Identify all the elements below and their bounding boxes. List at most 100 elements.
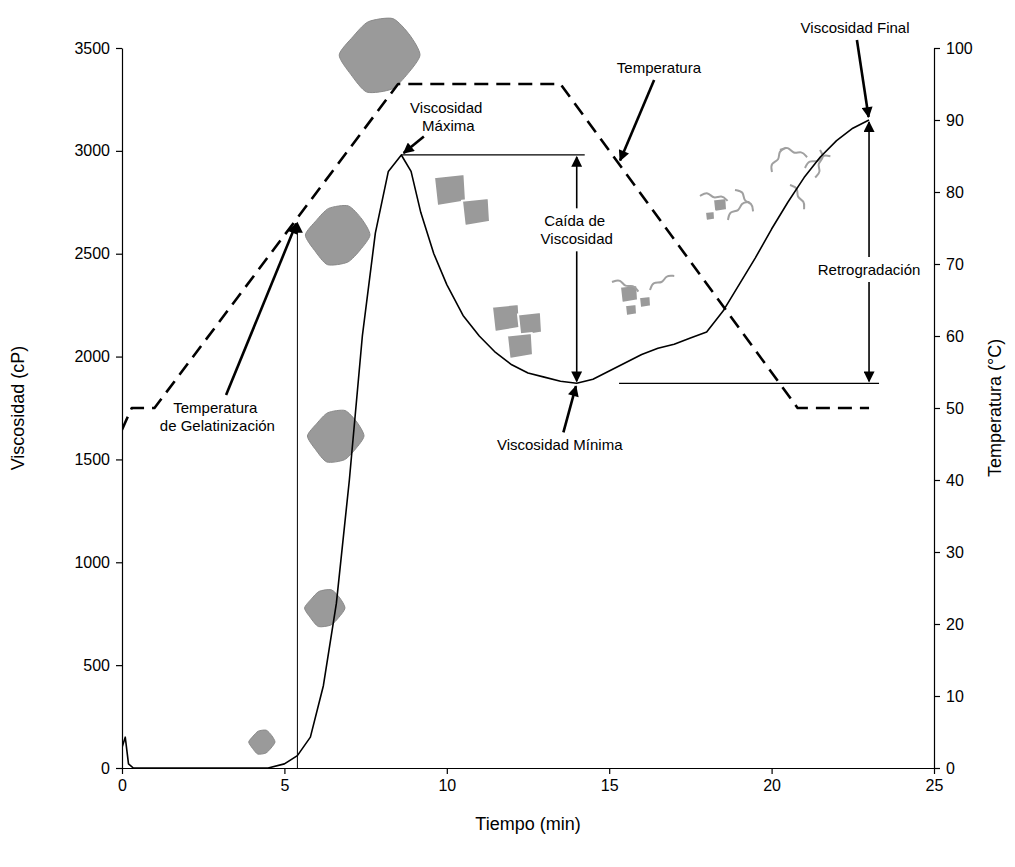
y-axis-tick: 500 bbox=[83, 657, 122, 674]
granule-fragment bbox=[705, 211, 715, 221]
annotations: Temperatura de Gelatinización Viscosidad … bbox=[160, 19, 923, 768]
amylose-chain bbox=[650, 276, 674, 290]
annotation-arrow bbox=[868, 122, 870, 257]
amylose-chain bbox=[771, 148, 786, 172]
annotation-arrow bbox=[297, 223, 298, 768]
tick-label: 15 bbox=[601, 777, 619, 794]
y2-axis-tick: 10 bbox=[934, 688, 964, 705]
granule-fragment bbox=[713, 198, 727, 212]
tick-label: 30 bbox=[946, 544, 964, 561]
annotation-arrow bbox=[226, 224, 296, 396]
x-axis-line bbox=[123, 768, 935, 769]
y2-axis-tick: 90 bbox=[934, 112, 964, 129]
annotation-label: Viscosidad Máxima bbox=[410, 99, 486, 134]
amylose-chain bbox=[700, 193, 728, 201]
amylose-chain bbox=[805, 156, 830, 168]
amylose-chain bbox=[728, 202, 749, 220]
granule-fragment bbox=[625, 304, 637, 316]
y-axis-line bbox=[122, 49, 123, 769]
tick-mark bbox=[116, 459, 122, 460]
annotation-arrow bbox=[563, 386, 576, 432]
annotation-line bbox=[401, 154, 584, 155]
tick-mark bbox=[934, 768, 940, 769]
annotation-line: Viscosidad Final bbox=[801, 19, 910, 36]
tick-mark bbox=[116, 48, 122, 49]
tick-label: 500 bbox=[83, 657, 110, 674]
granule bbox=[305, 590, 345, 627]
tick-label: 80 bbox=[946, 184, 964, 201]
tick-mark bbox=[934, 264, 940, 265]
y-axis-tick: 2500 bbox=[74, 245, 122, 262]
annotation-line: de Gelatinización bbox=[160, 417, 275, 434]
annotation-line: Viscosidad Mínima bbox=[497, 436, 623, 453]
annotation-line: Viscosidad bbox=[541, 230, 613, 247]
tick-mark bbox=[284, 768, 285, 774]
y-axis-tick: 1500 bbox=[74, 451, 122, 468]
granule-fragment bbox=[507, 333, 533, 359]
tick-label: 2000 bbox=[74, 348, 110, 365]
annotation-label: Viscosidad Mínima bbox=[497, 436, 623, 453]
annotation-arrow bbox=[576, 251, 578, 381]
tick-label: 70 bbox=[946, 256, 964, 273]
tick-label: 25 bbox=[926, 777, 944, 794]
y-axis-tick: 3500 bbox=[74, 40, 122, 57]
x-axis-tick: 5 bbox=[280, 768, 289, 794]
tick-mark bbox=[116, 665, 122, 666]
annotation-arrow bbox=[620, 80, 654, 161]
tick-label: 5 bbox=[280, 777, 289, 794]
y2-axis: 0 10 20 30 40 50 60 70 80 90 100 bbox=[934, 40, 973, 777]
x-axis-tick: 25 bbox=[926, 768, 944, 794]
y2-axis-tick: 60 bbox=[934, 328, 964, 345]
tick-label: 20 bbox=[763, 777, 781, 794]
x-axis-title: Tiempo (min) bbox=[475, 814, 580, 834]
granule bbox=[339, 18, 420, 93]
y-axis-tick: 0 bbox=[101, 760, 122, 777]
granule bbox=[249, 730, 275, 754]
annotation-arrow bbox=[576, 157, 578, 208]
tick-label: 60 bbox=[946, 328, 964, 345]
series-group bbox=[122, 84, 869, 768]
annotation-line: Máxima bbox=[422, 117, 475, 134]
tick-label: 90 bbox=[946, 112, 964, 129]
tick-mark bbox=[116, 768, 122, 769]
tick-mark bbox=[934, 336, 940, 337]
tick-label: 50 bbox=[946, 400, 964, 417]
y2-axis-tick: 0 bbox=[934, 760, 955, 777]
annotation-arrow bbox=[404, 137, 424, 154]
tick-mark bbox=[609, 768, 610, 774]
annotation-line: Viscosidad bbox=[410, 99, 486, 116]
x-axis-tick: 15 bbox=[601, 768, 619, 794]
y2-axis-tick: 50 bbox=[934, 400, 964, 417]
y2-axis-tick: 30 bbox=[934, 544, 964, 561]
annotation-line bbox=[619, 383, 879, 384]
tick-label: 1500 bbox=[74, 451, 110, 468]
annotation-label: Retrogradación bbox=[818, 261, 921, 278]
amylose-chain bbox=[735, 190, 753, 211]
annotation-line: Temperatura bbox=[617, 59, 702, 76]
x-axis-tick: 20 bbox=[763, 768, 781, 794]
tick-label: 2500 bbox=[74, 245, 110, 262]
tick-label: 10 bbox=[438, 777, 456, 794]
label-patch bbox=[815, 259, 924, 280]
y-axis: 0500100015002000250030003500 bbox=[74, 40, 122, 777]
tick-mark bbox=[116, 151, 122, 152]
tick-mark bbox=[934, 624, 940, 625]
y-axis-tick: 2000 bbox=[74, 348, 122, 365]
granule-fragment bbox=[492, 304, 520, 332]
label-patch bbox=[538, 210, 616, 249]
granule bbox=[305, 205, 370, 265]
viscosity-line bbox=[122, 120, 869, 768]
tick-label: 40 bbox=[946, 472, 964, 489]
tick-mark bbox=[116, 254, 122, 255]
annotation-line: Retrogradación bbox=[818, 261, 921, 278]
tick-mark bbox=[934, 48, 940, 49]
tick-mark bbox=[447, 768, 448, 774]
tick-mark bbox=[116, 562, 122, 563]
y2-axis-tick: 20 bbox=[934, 616, 964, 633]
y2-axis-title: Temperatura (°C) bbox=[985, 339, 1005, 477]
tick-mark bbox=[122, 768, 123, 774]
tick-mark bbox=[934, 192, 940, 193]
y2-axis-tick: 100 bbox=[934, 40, 973, 57]
granule-illustrations bbox=[249, 18, 831, 754]
tick-label: 100 bbox=[946, 40, 973, 57]
